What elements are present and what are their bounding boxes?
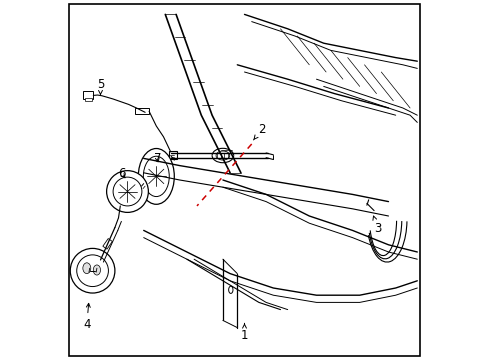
- Bar: [134, 108, 149, 114]
- Bar: [168, 151, 177, 159]
- Ellipse shape: [93, 265, 101, 275]
- Text: 4: 4: [83, 303, 90, 331]
- Circle shape: [70, 248, 115, 293]
- Text: 5: 5: [97, 78, 104, 94]
- Text: 1: 1: [240, 323, 248, 342]
- Ellipse shape: [82, 263, 91, 274]
- Bar: [102, 239, 112, 249]
- Bar: [84, 98, 92, 101]
- Text: 6: 6: [118, 167, 125, 180]
- Text: 3: 3: [372, 216, 381, 235]
- Circle shape: [106, 171, 148, 212]
- Text: 2: 2: [253, 123, 265, 140]
- Bar: [83, 91, 93, 99]
- Ellipse shape: [138, 149, 174, 204]
- Text: 7: 7: [153, 152, 161, 165]
